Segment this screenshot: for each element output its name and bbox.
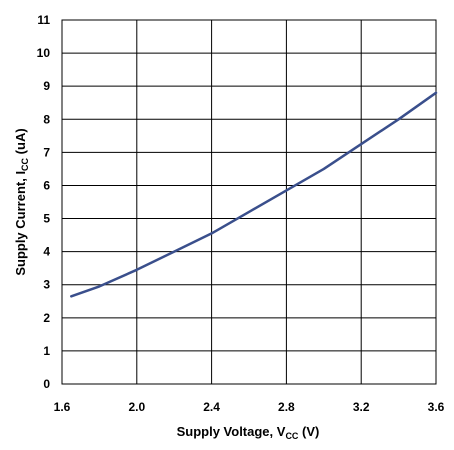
y-axis-title-unit: (uA): [13, 128, 28, 158]
y-tick-label: 2: [43, 311, 50, 325]
y-axis-title-subscript: CC: [20, 157, 30, 170]
y-tick-label: 11: [37, 13, 50, 27]
plot-area-frame: [61, 19, 437, 385]
x-axis-title: Supply Voltage, VCC (V): [177, 424, 320, 441]
series-line: [70, 91, 438, 298]
y-tick-label: 5: [43, 212, 50, 226]
y-axis-title: Supply Current, ICC (uA): [13, 128, 30, 275]
y-axis-title-main: Supply Current, I: [13, 171, 28, 276]
x-axis-title-main: Supply Voltage, V: [177, 424, 286, 439]
x-tick-label: 3.6: [428, 400, 445, 414]
x-tick-label: 3.2: [353, 400, 370, 414]
y-tick-label: 6: [43, 178, 50, 192]
x-tick-label: 2.8: [278, 400, 295, 414]
x-axis-ticks: 1.6 2.0 2.4 2.8 3.2 3.6: [54, 400, 445, 414]
x-axis-title-subscript: CC: [285, 431, 298, 441]
y-axis-ticks: 0 1 2 3 4 5 6 7 8 9 10 11: [37, 13, 51, 391]
x-tick-label: 2.4: [203, 400, 220, 414]
y-tick-label: 0: [43, 377, 50, 391]
y-tick-label: 9: [43, 79, 50, 93]
x-tick-label: 1.6: [54, 400, 71, 414]
y-tick-label: 4: [43, 245, 50, 259]
y-tick-label: 3: [43, 278, 50, 292]
y-tick-label: 7: [43, 145, 50, 159]
x-axis-title-unit: (V): [298, 424, 319, 439]
x-tick-label: 2.0: [128, 400, 145, 414]
grid-lines: [61, 19, 437, 385]
y-tick-label: 10: [37, 46, 51, 60]
y-tick-label: 1: [43, 344, 50, 358]
y-tick-label: 8: [43, 112, 50, 126]
